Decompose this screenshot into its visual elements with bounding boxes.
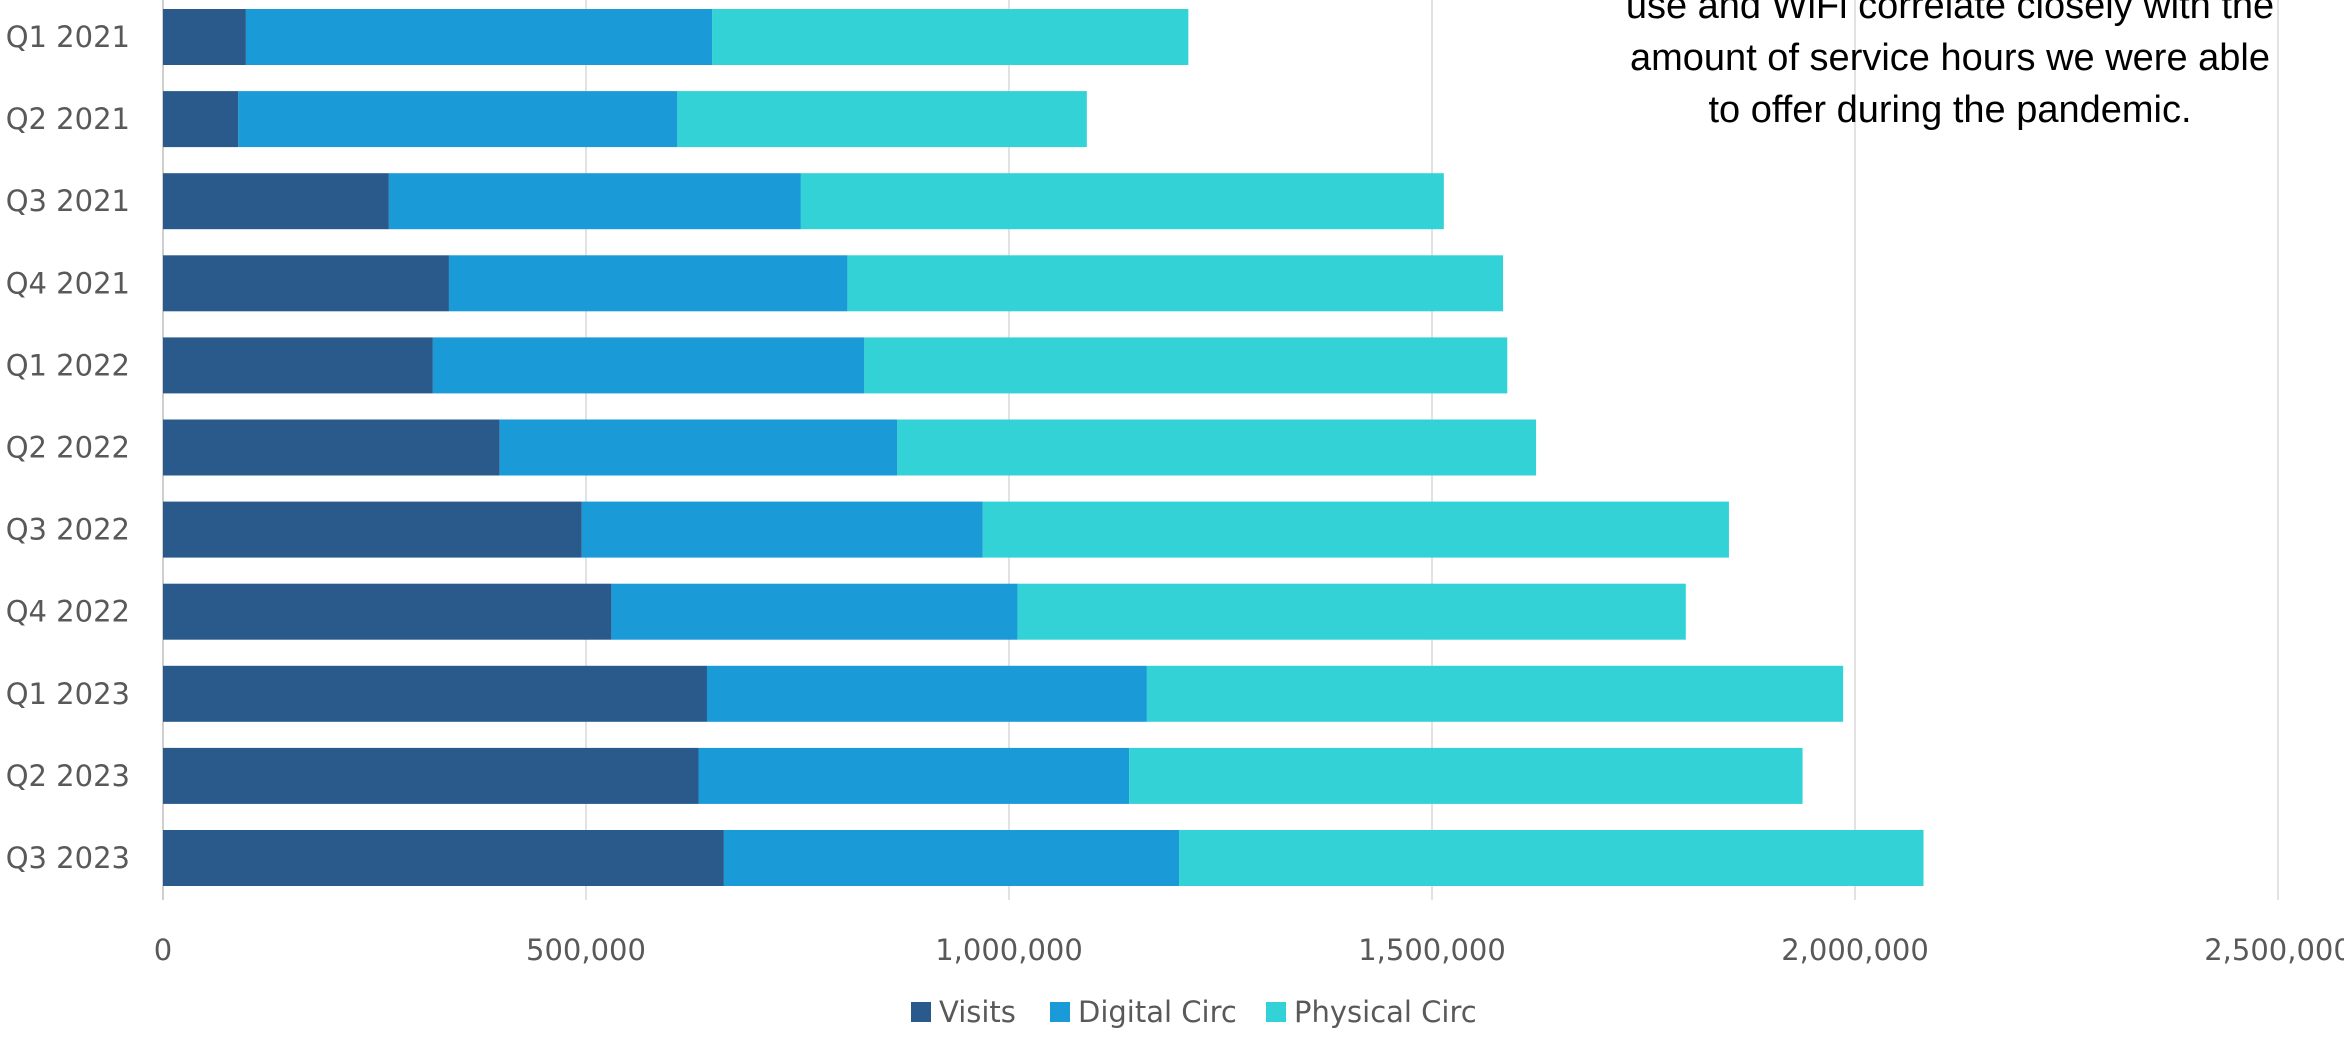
bars	[163, 9, 1924, 886]
bar-physical-circ	[1129, 747, 1803, 804]
bar-physical-circ	[897, 419, 1537, 476]
x-tick-label: 2,000,000	[1781, 933, 1929, 967]
bar-digital-circ	[448, 255, 848, 312]
bar-visits	[163, 255, 449, 312]
bar-digital-circ	[706, 665, 1147, 722]
bar-visits	[163, 830, 724, 886]
x-tick-label: 0	[154, 933, 172, 967]
legend-label: Visits	[939, 995, 1016, 1029]
bar-physical-circ	[1179, 830, 1924, 886]
bar-physical-circ	[864, 337, 1508, 394]
category-label: Q1 2022	[6, 348, 130, 382]
bar-physical-circ	[712, 9, 1189, 65]
category-label: Q2 2023	[6, 759, 130, 793]
category-label: Q2 2022	[6, 431, 130, 465]
bar-visits	[163, 91, 239, 148]
bar-digital-circ	[611, 583, 1018, 640]
bar-physical-circ	[1017, 583, 1686, 640]
bar-digital-circ	[698, 747, 1130, 804]
category-label: Q1 2023	[6, 677, 130, 711]
bar-physical-circ	[677, 91, 1087, 148]
bar-visits	[163, 583, 612, 640]
legend-label: Physical Circ	[1294, 995, 1477, 1029]
x-tick-label: 1,000,000	[935, 933, 1083, 967]
category-label: Q3 2021	[6, 184, 130, 218]
category-label: Q3 2022	[6, 513, 130, 547]
bar-visits	[163, 665, 707, 722]
annotation-line: to offer during the pandemic.	[1708, 89, 2192, 131]
bar-digital-circ	[388, 173, 801, 230]
bar-physical-circ	[1146, 665, 1844, 722]
legend-swatch	[911, 1002, 931, 1022]
x-tick-label: 1,500,000	[1358, 933, 1506, 967]
annotation-text: use and WiFi correlate closely with the …	[1560, 0, 2340, 136]
bar-visits	[163, 419, 500, 476]
bar-physical-circ	[800, 173, 1444, 230]
bar-digital-circ	[432, 337, 865, 394]
value-axis-labels: 0 500,000 1,000,000 1,500,000 2,000,000 2,500…	[154, 933, 2344, 967]
bar-physical-circ	[847, 255, 1504, 312]
x-tick-label: 500,000	[526, 933, 646, 967]
bar-visits	[163, 173, 389, 230]
bar-digital-circ	[245, 9, 713, 65]
legend-swatch	[1050, 1002, 1070, 1022]
bar-digital-circ	[499, 419, 898, 476]
legend-swatch	[1266, 1002, 1286, 1022]
bar-visits	[163, 337, 433, 394]
category-label: Q1 2021	[6, 20, 130, 54]
bar-digital-circ	[581, 501, 983, 558]
bar-visits	[163, 747, 699, 804]
category-label: Q2 2021	[6, 102, 130, 136]
category-axis-labels: Q1 2021 Q2 2021 Q3 2021 Q4 2021 Q1 2022 Q2 20…	[6, 20, 130, 875]
category-label: Q4 2021	[6, 266, 130, 300]
category-label: Q4 2022	[6, 595, 130, 629]
x-tick-label: 2,500,000	[2204, 933, 2344, 967]
annotation-line: amount of service hours we were able	[1630, 37, 2270, 79]
bar-digital-circ	[723, 830, 1180, 886]
bar-visits	[163, 501, 582, 558]
bar-digital-circ	[238, 91, 678, 148]
legend: Visits Digital Circ Physical Circ	[911, 995, 1477, 1029]
legend-label: Digital Circ	[1078, 995, 1237, 1029]
annotation-line: use and WiFi correlate closely with the	[1625, 0, 2275, 27]
category-label: Q3 2023	[6, 841, 130, 875]
bar-physical-circ	[982, 501, 1729, 558]
bar-visits	[163, 9, 246, 65]
